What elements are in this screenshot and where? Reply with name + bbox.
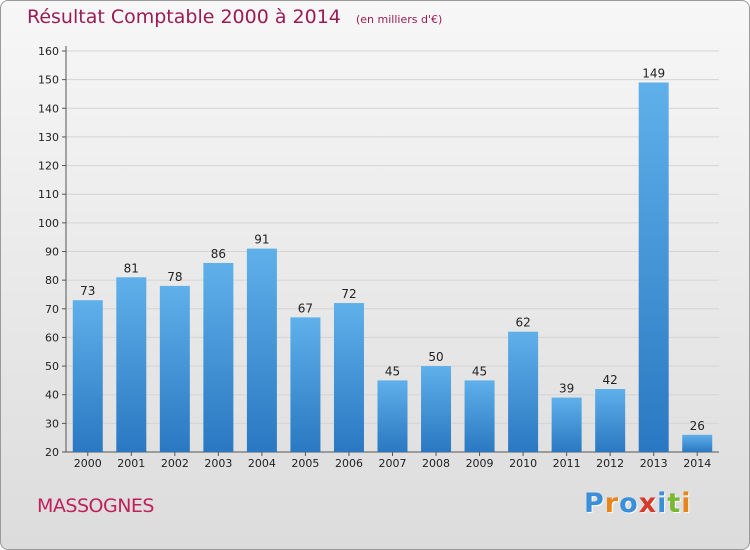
y-tick-label: 20: [45, 446, 59, 459]
bar-2002: [159, 285, 190, 452]
x-tick-label-2006: 2006: [335, 457, 363, 470]
y-tick-label: 40: [45, 389, 59, 402]
x-tick-label-2013: 2013: [640, 457, 668, 470]
commune-name: MASSOGNES: [37, 495, 154, 517]
proxiti-logo: Proxiti: [584, 488, 692, 519]
value-label-2010: 62: [515, 316, 530, 330]
labels: 20 30 40 50 60 70 80 90 100 110 120 130 140 150 160 73 2…: [38, 45, 711, 470]
bar-2008: [421, 366, 452, 452]
bar-2004: [246, 248, 277, 452]
value-label-2005: 67: [298, 301, 313, 315]
x-tick-label-2005: 2005: [291, 457, 319, 470]
value-label-2000: 73: [80, 284, 95, 298]
y-tick-label: 70: [45, 303, 59, 316]
bar-2007: [377, 380, 408, 452]
logo-letter: i: [681, 488, 692, 519]
value-label-2009: 45: [472, 364, 487, 378]
y-tick-label: 100: [38, 217, 59, 230]
value-label-2012: 42: [603, 373, 618, 387]
value-label-2013: 149: [642, 67, 665, 81]
bar-2006: [333, 303, 364, 452]
y-tick-label: 60: [45, 331, 59, 344]
x-tick-label-2000: 2000: [74, 457, 102, 470]
bar-2005: [290, 317, 321, 452]
chart-title-block: Résultat Comptable 2000 à 2014 (en milli…: [27, 6, 442, 28]
chart-title: Résultat Comptable 2000 à 2014: [27, 6, 341, 28]
logo-letter: P: [584, 488, 605, 519]
y-tick-label: 90: [45, 246, 59, 259]
value-label-2007: 45: [385, 364, 400, 378]
logo-letter: o: [619, 488, 639, 519]
x-tick-label-2004: 2004: [248, 457, 276, 470]
x-tick-label-2007: 2007: [379, 457, 407, 470]
value-label-2014: 26: [690, 419, 705, 433]
value-label-2004: 91: [254, 233, 269, 247]
bar-2012: [595, 388, 626, 452]
y-tick-label: 50: [45, 360, 59, 373]
value-label-2011: 39: [559, 382, 574, 396]
value-label-2008: 50: [428, 350, 443, 364]
x-tick-label-2011: 2011: [553, 457, 581, 470]
x-tick-label-2012: 2012: [596, 457, 624, 470]
y-tick-label: 120: [38, 160, 59, 173]
value-label-2003: 86: [211, 247, 226, 261]
y-tick-label: 80: [45, 274, 59, 287]
x-tick-label-2002: 2002: [161, 457, 189, 470]
chart-subtitle: (en milliers d'€): [355, 13, 443, 26]
y-tick-label: 130: [38, 131, 59, 144]
y-tick-label: 160: [38, 45, 59, 58]
bar-2009: [464, 380, 495, 452]
x-tick-label-2001: 2001: [117, 457, 145, 470]
bar-2003: [203, 262, 234, 452]
logo-letter: r: [604, 488, 620, 519]
bar-2011: [551, 397, 582, 452]
x-tick-label-2008: 2008: [422, 457, 450, 470]
bar-2010: [508, 331, 539, 452]
y-tick-label: 30: [45, 417, 59, 430]
x-tick-label-2010: 2010: [509, 457, 537, 470]
bar-2013: [638, 82, 669, 452]
bar-2014: [682, 434, 713, 452]
bars: [72, 82, 713, 452]
x-tick-label-2009: 2009: [466, 457, 494, 470]
value-label-2002: 78: [167, 270, 182, 284]
y-tick-label: 140: [38, 102, 59, 115]
y-tick-label: 150: [38, 74, 59, 87]
value-label-2001: 81: [124, 261, 139, 275]
value-label-2006: 72: [341, 287, 356, 301]
bar-2000: [72, 300, 103, 452]
logo-letter: t: [667, 488, 682, 519]
x-tick-label-2003: 2003: [204, 457, 232, 470]
logo-letter: x: [638, 488, 658, 519]
y-tick-label: 110: [38, 188, 59, 201]
logo-letter: i: [657, 488, 668, 519]
x-tick-label-2014: 2014: [683, 457, 711, 470]
bar-2001: [116, 277, 147, 452]
